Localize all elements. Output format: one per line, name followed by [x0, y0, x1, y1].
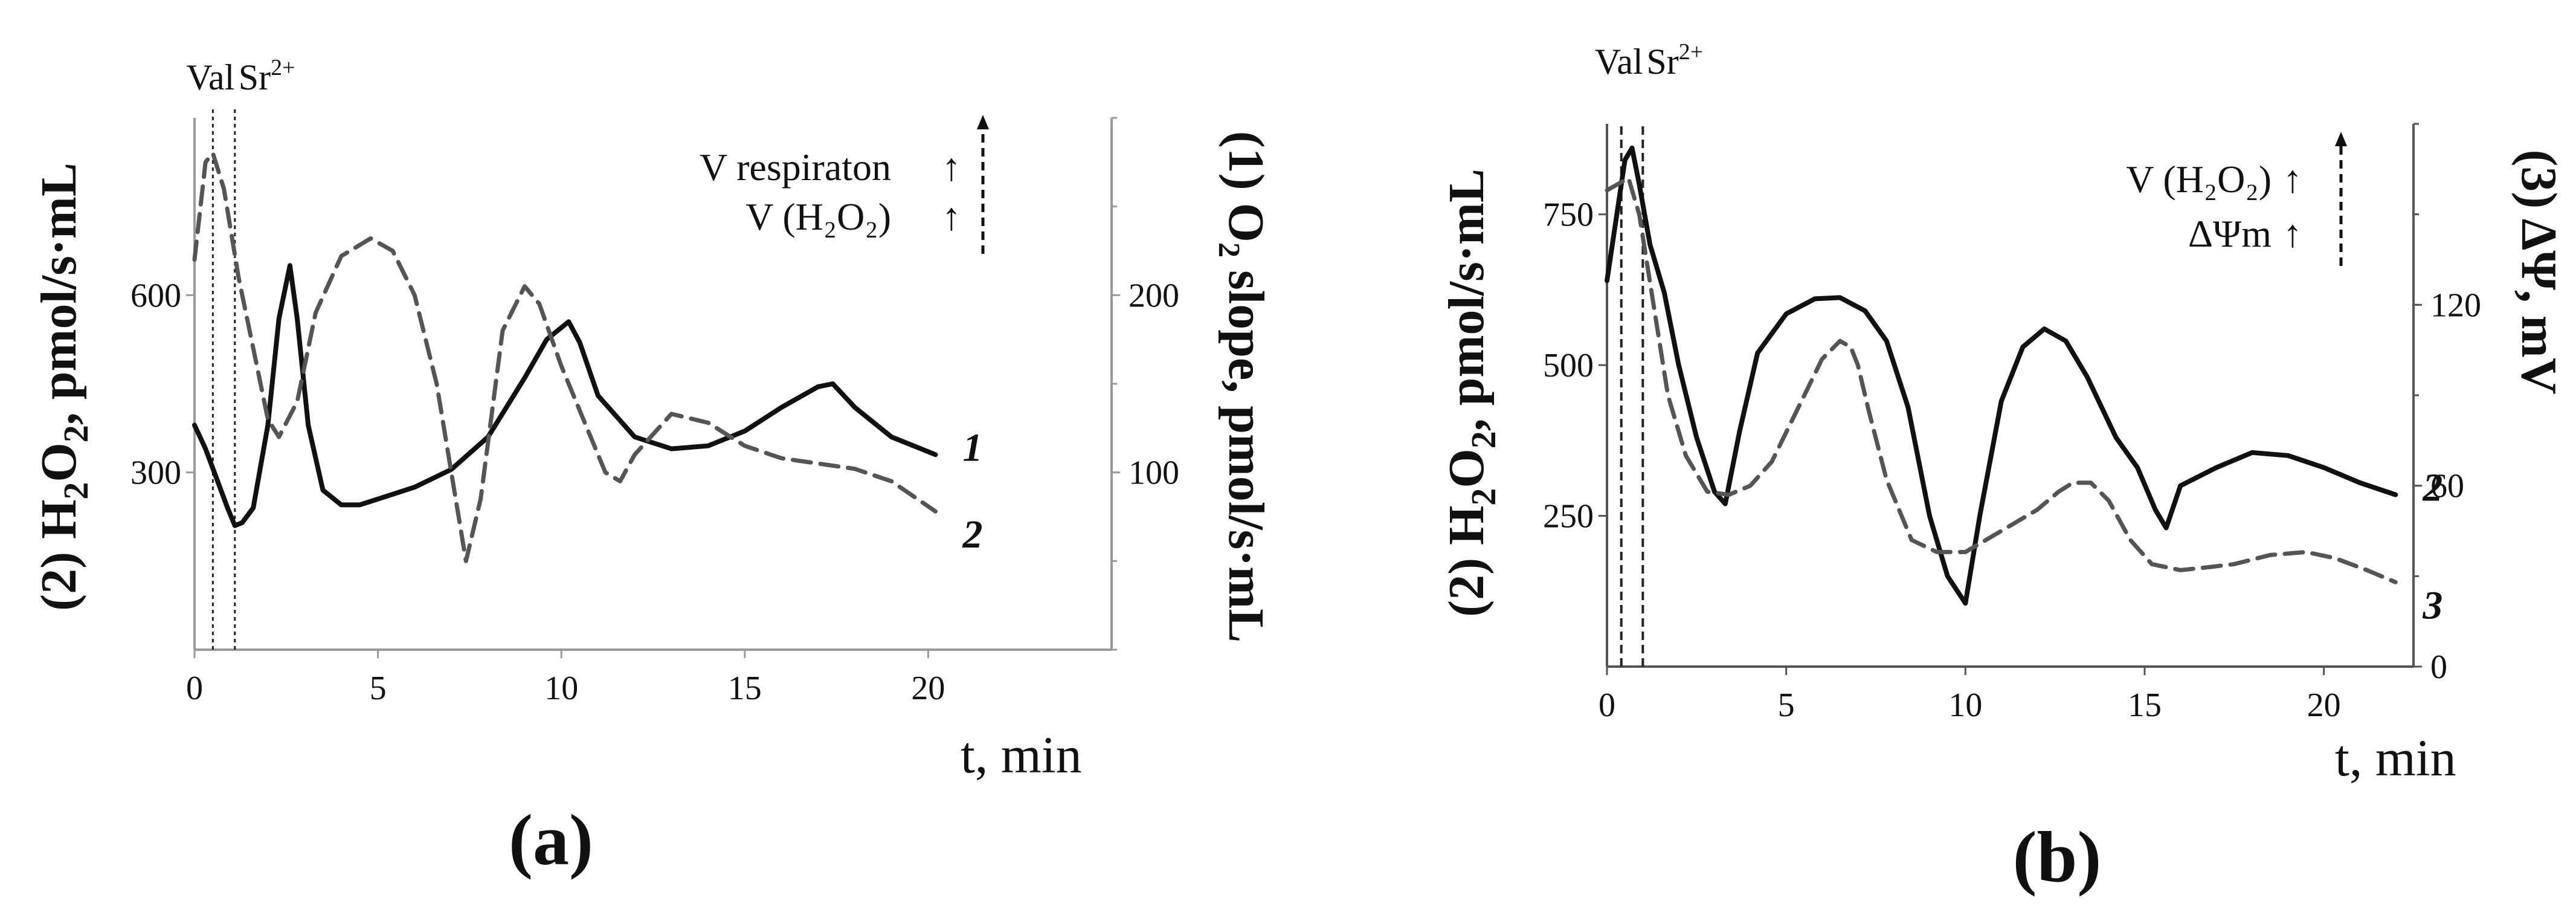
a-left-label-o: O — [31, 442, 87, 482]
panel-b: 0 5 10 15 20 250 500 750 0 60 120 Val Sr2+ 2 3 t, … — [1438, 39, 2567, 897]
a-legend-respiration-arrow: ↑ — [942, 146, 961, 189]
b-series-3-line — [1605, 176, 2398, 584]
a-x-tick-label: 10 — [544, 670, 578, 707]
b-x-tick-label: 20 — [2307, 687, 2341, 724]
a-event-label: Val — [186, 57, 234, 97]
b-left-tick-label: 500 — [1543, 347, 1594, 384]
a-left-tick-label: 600 — [130, 277, 181, 314]
b-series-2-line — [1605, 145, 2398, 606]
a-right-tick-label: 200 — [1129, 277, 1179, 314]
panel-b-label: (b) — [2013, 816, 2102, 897]
b-series-3-label: 3 — [2422, 583, 2442, 627]
a-left-axis-label: (2) H2O2, pmol/s·mL — [31, 163, 95, 611]
a-left-label-mid: , pmol/s·mL — [31, 163, 87, 425]
b-legend-h2o2-arrow: ↑ — [2283, 158, 2302, 201]
a-legend-h2o2: V (H₂O₂) — [745, 195, 891, 238]
b-series-2-label: 2 — [2422, 466, 2442, 510]
b-event-label: Val — [1595, 42, 1643, 82]
b-x-tick-label: 10 — [1948, 687, 1982, 724]
a-left-label-prefix: (2) H — [31, 500, 87, 611]
a-x-tick-label: 5 — [370, 670, 387, 707]
a-x-tick-label: 0 — [186, 670, 203, 707]
a-left-tick-label: 300 — [130, 454, 181, 492]
a-series-2-line — [192, 151, 938, 563]
b-left-label-prefix: (2) H — [1438, 506, 1495, 617]
b-x-tick-label: 0 — [1599, 687, 1615, 724]
b-x-tick-label: 15 — [2128, 687, 2162, 724]
a-left-label-sub1: 2 — [56, 482, 95, 500]
a-event-label: Sr2+ — [239, 55, 295, 97]
b-left-label-o: O — [1438, 448, 1495, 488]
b-right-tick-label: 60 — [2430, 468, 2464, 505]
b-left-label-mid: , pmol/s·mL — [1438, 169, 1495, 431]
a-legend-respiration: V respiraton — [700, 146, 891, 189]
panel-a: 0 5 10 15 20 300 600 100 200 Val Sr2+ 1 2 t, min… — [31, 55, 1274, 880]
b-x-tick-label: 5 — [1778, 687, 1795, 724]
b-event-label: Sr2+ — [1646, 39, 1703, 82]
b-legend-h2o2: V (H₂O₂) — [2126, 158, 2272, 201]
a-x-tick-label: 20 — [911, 670, 945, 707]
b-x-label: t, min — [2335, 729, 2456, 787]
b-legend-dpsi: ΔΨm — [2188, 212, 2272, 255]
a-series-1-label: 1 — [963, 425, 983, 470]
b-left-tick-label: 750 — [1543, 196, 1594, 234]
a-right-axis-label: (1) O₂ slope, pmol/s·mL — [1218, 131, 1274, 643]
b-left-tick-label: 250 — [1543, 498, 1594, 535]
a-left-label-sub2: 2 — [56, 425, 95, 442]
a-legend-h2o2-arrow: ↑ — [942, 195, 961, 238]
a-x-label: t, min — [961, 726, 1082, 784]
a-series-2-label: 2 — [962, 512, 983, 557]
a-legend-arrowhead — [977, 115, 989, 129]
b-right-tick-label: 0 — [2430, 648, 2447, 686]
b-left-label-sub1: 2 — [1464, 488, 1503, 506]
b-left-label-sub2: 2 — [1464, 431, 1503, 448]
b-legend-dpsi-arrow: ↑ — [2283, 212, 2302, 255]
b-legend-arrowhead — [2335, 132, 2347, 146]
b-left-axis-label: (2) H2O2, pmol/s·mL — [1438, 169, 1503, 617]
panel-a-label: (a) — [509, 800, 593, 880]
a-x-tick-label: 15 — [728, 670, 762, 707]
a-series-1-line — [192, 263, 938, 528]
a-right-tick-label: 100 — [1129, 454, 1179, 492]
b-right-axis-label: (3) ΔΨ, mV — [2511, 149, 2567, 394]
b-right-tick-label: 120 — [2430, 286, 2481, 324]
